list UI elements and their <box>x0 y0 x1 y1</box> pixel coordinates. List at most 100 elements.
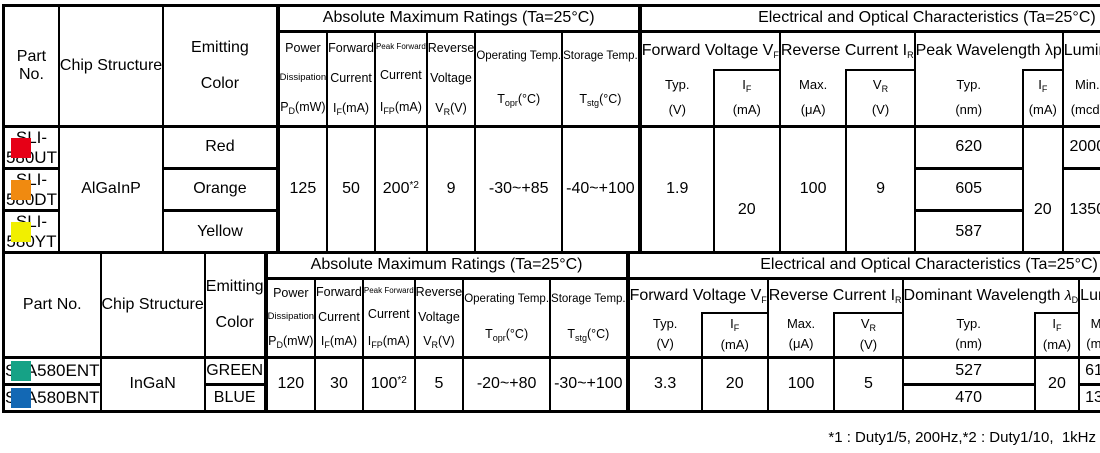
group-header-luminous-intensity: Luminous Intensity IV <box>1078 276 1100 313</box>
power-label: Power <box>285 41 321 56</box>
col-header-forward-current: Forward Current IF(mA) <box>326 30 376 128</box>
col-header-chip-structure: Chip Structure <box>57 4 165 128</box>
dominant-wavelength-value: 527 <box>901 356 1036 386</box>
col-header-reverse-voltage: Reverse Voltage VR(V) <box>413 277 465 359</box>
part-no-cell: SLI-580YT <box>2 209 60 255</box>
reverse-current-max-value: 100 <box>766 356 836 413</box>
col-header-part-no: Part No. <box>2 251 102 359</box>
power-dissipation-value: 120 <box>265 356 317 413</box>
sub-header-rc-max: Max. (μA) <box>766 312 836 359</box>
sub-header-wl-typ: Typ. (nm) <box>913 70 1024 129</box>
group-header-forward-voltage: Forward Voltage VF <box>627 276 769 313</box>
footnote: *1 : Duty1/5, 200Hz,*2 : Duty1/10, 1kHz <box>828 429 1096 446</box>
amr-title: Absolute Maximum Ratings (Ta=25°C) <box>265 251 628 280</box>
part-no-cell: SLA580BNT <box>2 383 102 413</box>
if-symbol: IF(mA) <box>320 334 357 351</box>
reverse-current-vr-value: 9 <box>845 124 916 255</box>
emitting-color-cell: Yellow <box>162 209 278 255</box>
color-swatch-blue <box>11 388 31 408</box>
topr-symbol: Topr(°C) <box>485 327 529 344</box>
luminous-min-value: 1350 <box>1078 383 1100 413</box>
col-header-chip-structure: Chip Structure <box>99 251 206 359</box>
sub-header-fv-typ: Typ. (V) <box>627 312 703 359</box>
color-swatch-yellow <box>11 221 31 242</box>
eoc-title: Electrical and Optical Characteristics (… <box>627 251 1100 280</box>
ifp-symbol: IFP(mA) <box>367 333 410 350</box>
operating-temp-value: -20~+80 <box>462 356 552 413</box>
color-label: Color <box>200 74 240 92</box>
sub-header-rc-vr: VR (V) <box>833 311 904 359</box>
chip-structure-cell: InGaN <box>99 356 206 413</box>
sub-header-wl-typ: Typ. (nm) <box>901 312 1036 359</box>
emitting-color-cell: BLUE <box>203 383 266 413</box>
footnote-marker: *2 <box>409 180 419 192</box>
storage-temp-label: Storage Temp. <box>551 292 626 305</box>
sub-header-wl-if: IF (mA) <box>1033 311 1081 359</box>
peak-forward-current-value: 200*2 <box>373 124 428 255</box>
voltage-label: Voltage <box>430 70 472 85</box>
color-swatch-red <box>11 137 31 158</box>
current-label: Current <box>380 68 422 83</box>
forward-label: Forward <box>316 285 362 300</box>
section-divider <box>637 5 642 295</box>
col-header-operating-temp: Operating Temp. Topr(°C) <box>462 277 552 359</box>
part-no-cell: SLA580ENT <box>2 356 102 386</box>
forward-voltage-typ-value: 3.3 <box>627 356 703 413</box>
operating-temp-label: Operating Temp. <box>464 292 550 305</box>
peak-forward-label: Peak Forward <box>363 286 414 296</box>
sub-header-li-min: Min.(mcd) <box>1078 312 1100 359</box>
group-header-reverse-current: Reverse Current IR <box>766 276 904 313</box>
sub-header-li-min: Min.(mcd) <box>1061 70 1100 129</box>
emitting-color-stack: Emitting Color <box>207 269 263 341</box>
color-label: Color <box>215 313 254 331</box>
chip-structure-cell: AlGaInP <box>57 124 165 255</box>
if-symbol: IF(mA) <box>333 100 370 117</box>
tstg-symbol: Tstg(°C) <box>579 92 622 109</box>
sub-header-rc-max: Max. (μA) <box>778 70 848 129</box>
peak-forward-current-value: 100*2 <box>361 356 416 413</box>
topr-symbol: Topr(°C) <box>497 92 541 109</box>
voltage-label: Voltage <box>418 309 460 324</box>
forward-voltage-if-value: 20 <box>700 356 769 413</box>
peak-wavelength-value: 620 <box>913 124 1024 171</box>
emitting-color-stack: Emitting Color <box>165 30 274 102</box>
col-header-emitting-color: Emitting Color <box>203 251 266 359</box>
col-header-forward-current: Forward Current IF(mA) <box>314 277 364 359</box>
eoc-title: Electrical and Optical Characteristics (… <box>639 4 1100 33</box>
color-swatch-green <box>11 361 31 381</box>
forward-voltage-typ-value: 1.9 <box>639 124 715 255</box>
storage-temp-label: Storage Temp. <box>563 49 638 62</box>
col-header-reverse-voltage: Reverse Voltage VR(V) <box>425 30 477 128</box>
col-header-power-dissipation: Power Dissipation PD(mW) <box>277 30 329 128</box>
group-header-peak-wavelength: Peak Wavelength λp <box>913 30 1064 71</box>
emitting-label: Emitting <box>191 38 249 56</box>
operating-temp-label: Operating Temp. <box>476 49 562 62</box>
group-header-forward-voltage: Forward Voltage VF <box>639 30 781 71</box>
group-header-luminous-intensity: Luminous Intensity IV <box>1061 30 1100 71</box>
reverse-label: Reverse <box>427 40 475 55</box>
ifp-symbol: IFP(mA) <box>379 99 422 116</box>
col-header-storage-temp: Storage Temp. Tstg(°C) <box>561 30 640 128</box>
reverse-current-max-value: 100 <box>778 124 848 255</box>
col-header-emitting-color: Emitting Color <box>162 4 278 128</box>
part-no-cell: SLI-580DT <box>2 167 60 213</box>
reverse-current-vr-value: 5 <box>833 356 904 413</box>
vr-symbol: VR(V) <box>435 100 467 117</box>
current-label: Current <box>318 309 360 324</box>
current-label: Current <box>367 307 410 322</box>
spec-table-ingan: Part No. Chip Structure Emitting Color A… <box>2 251 1100 413</box>
current-label: Current <box>330 70 372 85</box>
tstg-symbol: Tstg(°C) <box>567 327 610 344</box>
luminous-min-value: 6100 <box>1078 356 1100 386</box>
col-header-peak-forward-current: Peak Forward Current IFP(mA) <box>361 277 416 359</box>
emitting-color-cell: Red <box>162 124 278 171</box>
wavelength-if-value: 20 <box>1033 356 1081 413</box>
luminous-min-value: 1350 <box>1061 167 1100 255</box>
emitting-color-cell: GREEN <box>203 356 266 386</box>
group-header-dominant-wavelength: Dominant Wavelength λD <box>901 276 1081 313</box>
power-label: Power <box>273 285 309 300</box>
storage-temp-value: -30~+100 <box>549 356 628 413</box>
group-header-reverse-current: Reverse Current IR <box>778 30 916 71</box>
col-header-power-dissipation: Power Dissipation PD(mW) <box>265 277 317 359</box>
emitting-color-cell: Orange <box>162 167 278 213</box>
